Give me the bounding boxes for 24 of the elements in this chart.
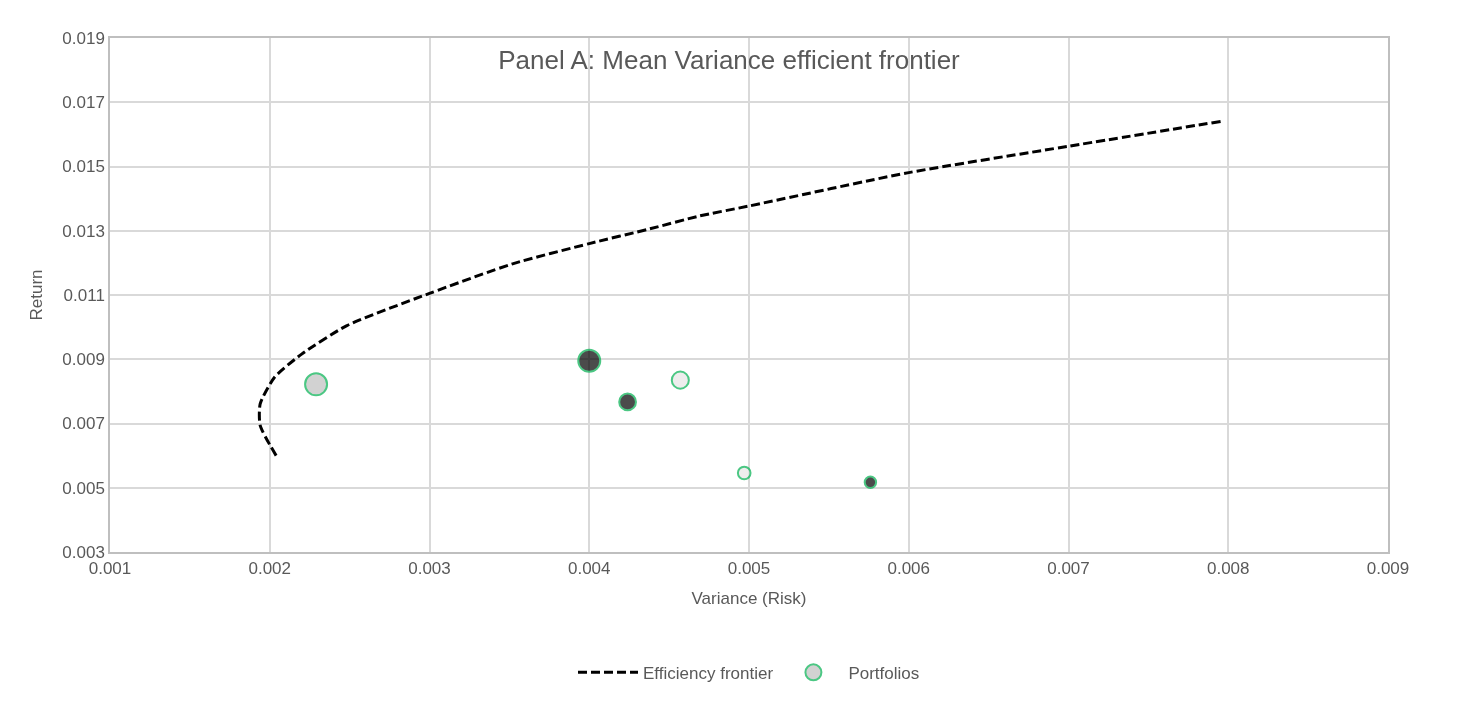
x-tick-label: 0.001 <box>88 559 132 579</box>
x-tick-label: 0.006 <box>887 559 931 579</box>
chart-title: Panel A: Mean Variance efficient frontier <box>498 44 961 75</box>
y-tick-label: 0.015 <box>62 157 105 177</box>
legend-label: Portfolios <box>848 663 920 683</box>
x-tick-label: 0.002 <box>248 559 292 579</box>
y-tick-label: 0.019 <box>62 28 105 48</box>
x-tick-label: 0.008 <box>1206 559 1250 579</box>
x-tick-label: 0.007 <box>1047 559 1090 579</box>
x-tick-label: 0.009 <box>1366 559 1410 579</box>
y-tick-label: 0.011 <box>63 285 105 305</box>
y-tick-label: 0.005 <box>62 478 105 498</box>
legend-label: Efficiency frontier <box>643 663 774 683</box>
x-tick-label: 0.003 <box>408 559 451 579</box>
y-axis-title: Return <box>27 269 47 321</box>
x-tick-label: 0.004 <box>567 559 611 579</box>
y-tick-label: 0.007 <box>62 414 105 434</box>
x-tick-label: 0.005 <box>727 559 771 579</box>
line-series <box>257 119 1224 458</box>
y-tick-label: 0.009 <box>62 350 105 370</box>
y-tick-label: 0.013 <box>62 221 105 241</box>
x-axis-title: Variance (Risk) <box>691 589 807 609</box>
y-tick-label: 0.017 <box>62 93 105 113</box>
y-tick-label: 0.003 <box>62 542 105 562</box>
